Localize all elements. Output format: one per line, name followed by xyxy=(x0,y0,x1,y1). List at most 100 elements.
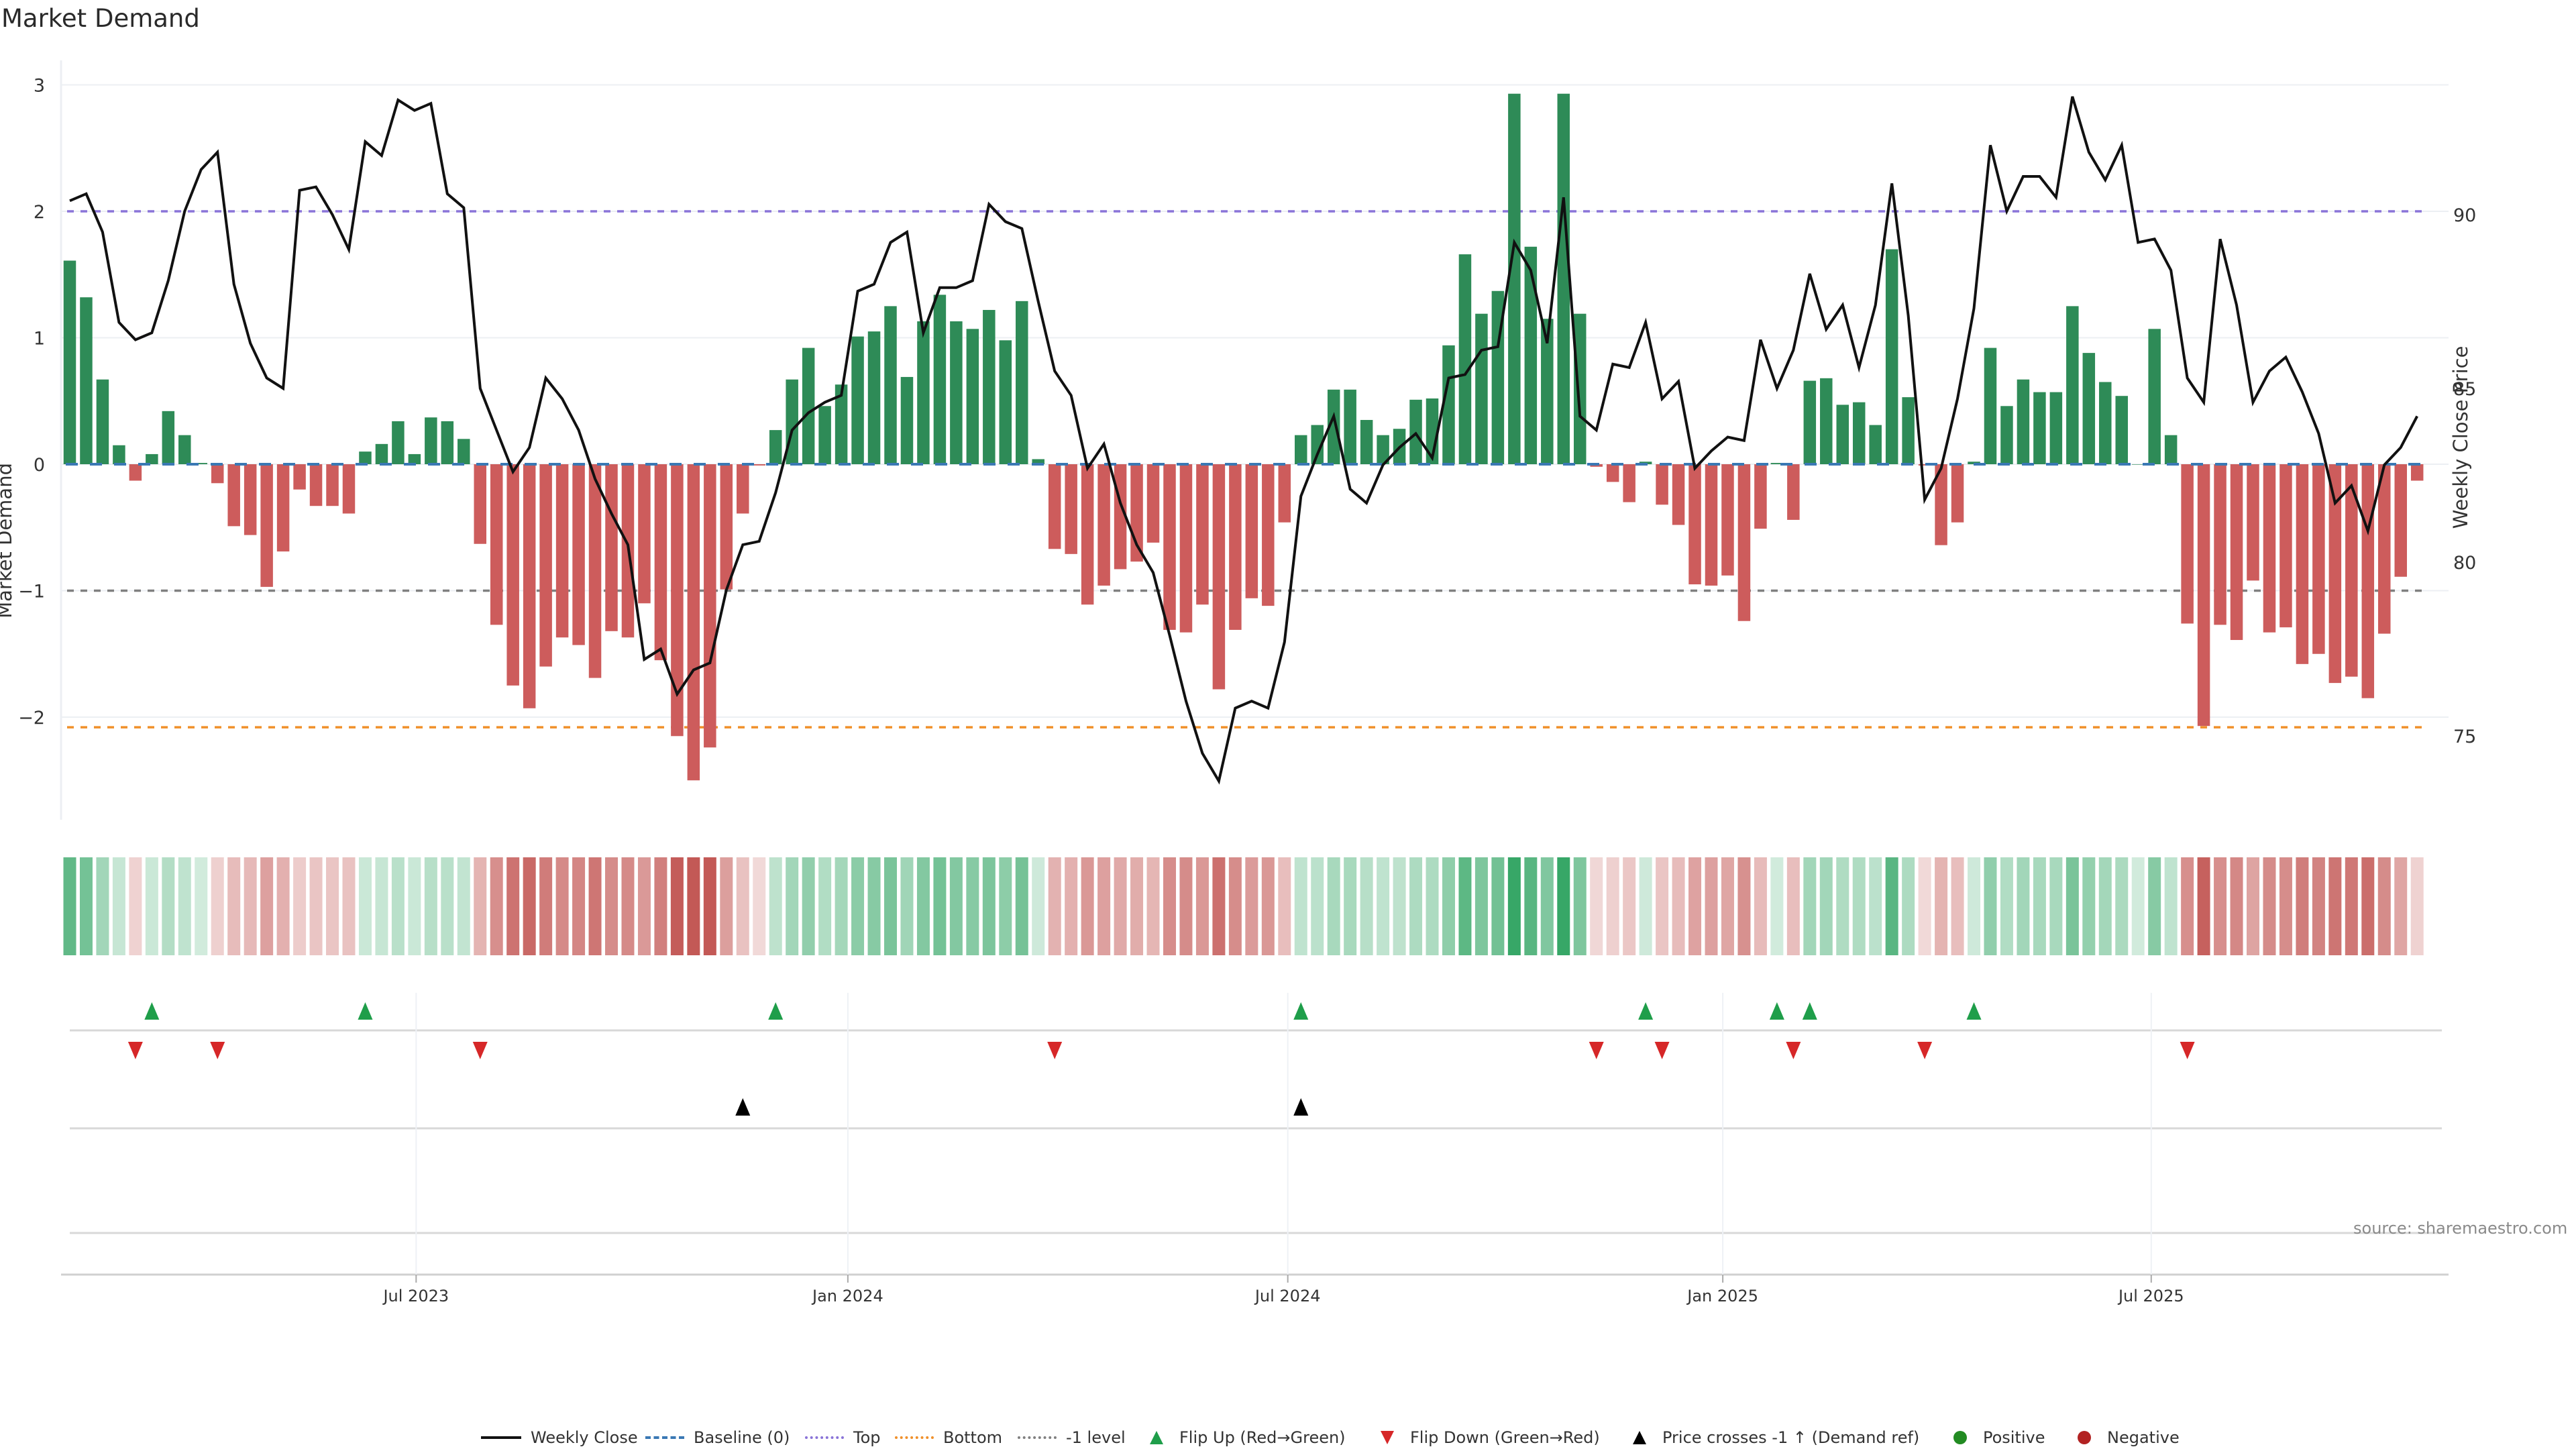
bar-positive xyxy=(441,421,454,464)
heat-cell-positive xyxy=(1311,857,1324,955)
bar-negative xyxy=(572,464,585,645)
flip-up-marker xyxy=(1966,1002,1982,1020)
heat-cell-positive xyxy=(1836,857,1849,955)
bar-positive xyxy=(458,439,470,464)
bar-negative xyxy=(1918,464,1931,466)
heat-cell-negative xyxy=(2197,857,2210,955)
bar-positive xyxy=(1377,435,1389,464)
heat-cell-negative xyxy=(2296,857,2309,955)
bar-positive xyxy=(1984,347,1997,464)
heat-cell-negative xyxy=(1048,857,1061,955)
heat-cell-negative xyxy=(637,857,651,955)
legend-item-bottom[interactable]: Bottom xyxy=(895,1426,1002,1449)
circle-red-icon xyxy=(2078,1431,2091,1444)
bar-negative xyxy=(1705,464,1718,586)
legend-item-flip-up[interactable]: Flip Up (Red→Green) xyxy=(1150,1426,1346,1449)
heat-cell-negative xyxy=(687,857,700,955)
bar-negative xyxy=(129,464,142,481)
bar-positive xyxy=(113,445,125,464)
heat-cell-negative xyxy=(1721,857,1734,955)
bar-positive xyxy=(2066,306,2079,464)
chart-title: Market Demand xyxy=(1,4,200,33)
circle-green-icon xyxy=(1953,1431,1967,1444)
heat-cell-positive xyxy=(375,857,388,955)
bar-negative xyxy=(1163,464,1176,630)
weekly-close-line xyxy=(69,96,2418,785)
heat-cell-positive xyxy=(933,857,947,955)
bar-positive xyxy=(2131,464,2145,465)
bar-positive xyxy=(933,294,947,464)
bar-positive xyxy=(80,297,93,464)
bar-negative xyxy=(2312,464,2325,654)
flip-down-marker xyxy=(1589,1042,1604,1059)
heat-cell-positive xyxy=(1984,857,1997,955)
legend-item-negative[interactable]: Negative xyxy=(2078,1426,2180,1449)
heat-cell-positive xyxy=(1458,857,1472,955)
bar-negative xyxy=(2345,464,2358,677)
flip-down-marker xyxy=(210,1042,225,1059)
legend-item-positive[interactable]: Positive xyxy=(1953,1426,2045,1449)
heat-cell-positive xyxy=(96,857,109,955)
flip-down-marker xyxy=(1047,1042,1063,1059)
heat-cell-positive xyxy=(424,857,437,955)
heat-cell-negative xyxy=(605,857,619,955)
triangle-down-red-icon xyxy=(1381,1431,1394,1444)
bar-positive xyxy=(2017,379,2030,464)
legend-label: Flip Up (Red→Green) xyxy=(1179,1428,1346,1447)
heat-cell-positive xyxy=(818,857,832,955)
bar-negative xyxy=(506,464,519,686)
x-axis-ticks: Jul 2023 Jan 2024 Jul 2024 Jan 2025 Jul 2025 xyxy=(382,993,2184,1305)
heat-cell-negative xyxy=(227,857,241,955)
heat-cell-negative xyxy=(326,857,339,955)
x-tick-label: Jul 2025 xyxy=(2117,1287,2184,1305)
legend-item-baseline[interactable]: Baseline (0) xyxy=(645,1426,790,1449)
heat-cell-negative xyxy=(2328,857,2342,955)
heat-cell-negative xyxy=(2361,857,2375,955)
bar-negative xyxy=(244,464,257,535)
bar-positive xyxy=(1573,313,1587,464)
legend-item-weekly-close[interactable]: Weekly Close xyxy=(481,1426,638,1449)
heat-cell-positive xyxy=(1639,857,1652,955)
bar-positive xyxy=(408,453,421,464)
bar-positive xyxy=(769,430,782,464)
demand-heatmap-strip xyxy=(63,857,2424,955)
flip-down-marker xyxy=(2180,1042,2195,1059)
heat-cell-negative xyxy=(1672,857,1685,955)
bar-positive xyxy=(359,451,372,464)
bar-positive xyxy=(178,435,191,464)
heat-cell-negative xyxy=(1786,857,1800,955)
heat-cell-positive xyxy=(63,857,76,955)
bar-negative xyxy=(523,464,536,708)
bar-negative xyxy=(1048,464,1061,549)
bar-positive xyxy=(1803,380,1817,464)
heat-cell-positive xyxy=(1032,857,1045,955)
heat-cell-positive xyxy=(1377,857,1390,955)
bar-positive xyxy=(1524,246,1538,464)
heat-cell-negative xyxy=(2345,857,2358,955)
heat-cell-negative xyxy=(260,857,274,955)
y2-tick-label: 75 xyxy=(2453,727,2476,747)
bar-negative xyxy=(671,464,684,737)
heat-cell-negative xyxy=(720,857,733,955)
legend-item-minus1-level[interactable]: -1 level xyxy=(1018,1426,1126,1449)
legend-item-price-crosses[interactable]: Price crosses -1 ↑ (Demand ref) xyxy=(1633,1426,1919,1449)
legend-label: -1 level xyxy=(1066,1428,1126,1447)
heat-cell-negative xyxy=(2394,857,2408,955)
legend-label: Flip Down (Green→Red) xyxy=(1410,1428,1600,1447)
heat-cell-negative xyxy=(293,857,307,955)
heat-cell-negative xyxy=(539,857,553,955)
flip-down-marker xyxy=(1917,1042,1933,1059)
bar-positive xyxy=(2099,382,2112,464)
bar-positive xyxy=(950,321,963,464)
bar-negative xyxy=(1097,464,1110,586)
legend-item-top[interactable]: Top xyxy=(805,1426,881,1449)
left-y-ticks: 3 2 1 0 −1 −2 xyxy=(18,76,45,729)
heat-cell-negative xyxy=(1278,857,1291,955)
bar-negative xyxy=(2296,464,2309,664)
heat-cell-negative xyxy=(1228,857,1242,955)
bar-negative xyxy=(1065,464,1077,554)
legend-item-flip-down[interactable]: Flip Down (Green→Red) xyxy=(1381,1426,1600,1449)
bar-positive xyxy=(1360,420,1373,464)
bar-positive xyxy=(63,260,76,464)
heat-cell-positive xyxy=(2082,857,2096,955)
